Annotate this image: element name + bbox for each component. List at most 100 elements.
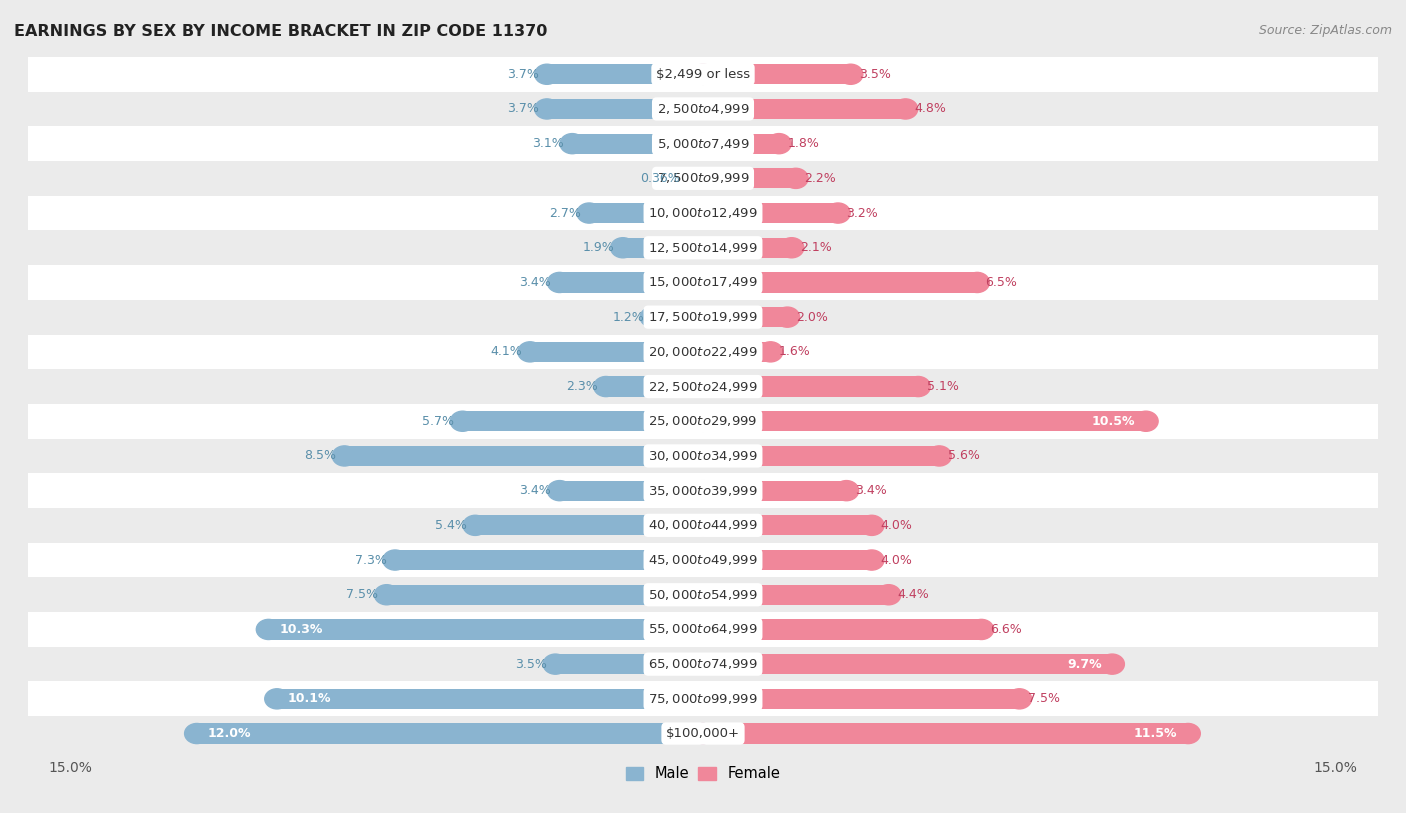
Circle shape [905, 376, 931, 397]
Bar [28, 92, 1378, 126]
Bar [703, 411, 1146, 432]
Circle shape [690, 480, 716, 501]
Text: $35,000 to $39,999: $35,000 to $39,999 [648, 484, 758, 498]
Text: 10.5%: 10.5% [1092, 415, 1136, 428]
Text: 11.5%: 11.5% [1135, 727, 1178, 740]
Circle shape [825, 203, 851, 223]
Text: 0.36%: 0.36% [640, 172, 679, 185]
Bar [703, 133, 779, 154]
Text: 7.5%: 7.5% [1028, 693, 1060, 706]
Bar [344, 446, 703, 466]
Circle shape [859, 515, 884, 536]
Circle shape [927, 446, 952, 466]
Text: 3.4%: 3.4% [519, 485, 551, 497]
Bar [28, 577, 1378, 612]
Bar [703, 689, 1019, 709]
Bar [703, 203, 838, 223]
Bar [703, 237, 792, 258]
Text: 7.5%: 7.5% [346, 589, 378, 602]
Bar [387, 585, 703, 605]
Circle shape [690, 620, 716, 640]
Bar [703, 550, 872, 570]
Text: 12.0%: 12.0% [208, 727, 250, 740]
Text: 5.7%: 5.7% [422, 415, 454, 428]
Bar [395, 550, 703, 570]
Text: $5,000 to $7,499: $5,000 to $7,499 [657, 137, 749, 150]
Circle shape [1007, 689, 1032, 709]
Circle shape [690, 515, 716, 536]
Circle shape [690, 376, 716, 397]
Text: $7,500 to $9,999: $7,500 to $9,999 [657, 172, 749, 185]
Circle shape [690, 550, 716, 570]
Circle shape [690, 376, 716, 397]
Circle shape [690, 99, 716, 119]
Bar [28, 57, 1378, 92]
Text: $75,000 to $99,999: $75,000 to $99,999 [648, 692, 758, 706]
Bar [28, 369, 1378, 404]
Circle shape [640, 307, 665, 327]
Text: 1.6%: 1.6% [779, 346, 811, 359]
Text: 4.0%: 4.0% [880, 554, 912, 567]
Circle shape [690, 724, 716, 744]
Circle shape [775, 307, 800, 327]
Text: 3.2%: 3.2% [846, 207, 879, 220]
Circle shape [690, 272, 716, 293]
Circle shape [690, 689, 716, 709]
Bar [703, 620, 981, 640]
Bar [28, 438, 1378, 473]
Circle shape [766, 133, 792, 154]
Circle shape [610, 237, 636, 258]
Text: 7.3%: 7.3% [354, 554, 387, 567]
Bar [28, 647, 1378, 681]
Text: $55,000 to $64,999: $55,000 to $64,999 [648, 623, 758, 637]
Bar [555, 654, 703, 674]
Circle shape [690, 272, 716, 293]
Bar [606, 376, 703, 397]
Text: 3.4%: 3.4% [519, 276, 551, 289]
Bar [28, 265, 1378, 300]
Text: 1.9%: 1.9% [582, 241, 614, 254]
Circle shape [690, 689, 716, 709]
Text: 4.8%: 4.8% [914, 102, 946, 115]
Circle shape [184, 724, 209, 744]
Circle shape [690, 515, 716, 536]
Circle shape [690, 411, 716, 432]
Text: 9.7%: 9.7% [1067, 658, 1102, 671]
Circle shape [690, 446, 716, 466]
Bar [703, 585, 889, 605]
Circle shape [543, 654, 568, 674]
Circle shape [690, 620, 716, 640]
Bar [652, 307, 703, 327]
Circle shape [690, 237, 716, 258]
Bar [703, 654, 1112, 674]
Circle shape [593, 376, 619, 397]
Bar [572, 133, 703, 154]
Circle shape [690, 99, 716, 119]
Circle shape [690, 203, 716, 223]
Text: EARNINGS BY SEX BY INCOME BRACKET IN ZIP CODE 11370: EARNINGS BY SEX BY INCOME BRACKET IN ZIP… [14, 24, 547, 39]
Bar [560, 480, 703, 501]
Text: 3.7%: 3.7% [506, 102, 538, 115]
Circle shape [690, 550, 716, 570]
Circle shape [576, 203, 602, 223]
Bar [277, 689, 703, 709]
Text: Source: ZipAtlas.com: Source: ZipAtlas.com [1258, 24, 1392, 37]
Circle shape [779, 237, 804, 258]
Circle shape [690, 64, 716, 85]
Circle shape [256, 620, 281, 640]
Bar [703, 64, 851, 85]
Text: 8.5%: 8.5% [304, 450, 336, 463]
Bar [28, 508, 1378, 543]
Bar [28, 473, 1378, 508]
Circle shape [690, 654, 716, 674]
Text: 3.7%: 3.7% [506, 67, 538, 80]
Bar [589, 203, 703, 223]
Circle shape [690, 480, 716, 501]
Bar [28, 334, 1378, 369]
Circle shape [969, 620, 994, 640]
Bar [560, 272, 703, 293]
Circle shape [547, 272, 572, 293]
Text: 10.1%: 10.1% [288, 693, 330, 706]
Bar [703, 341, 770, 362]
Bar [703, 446, 939, 466]
